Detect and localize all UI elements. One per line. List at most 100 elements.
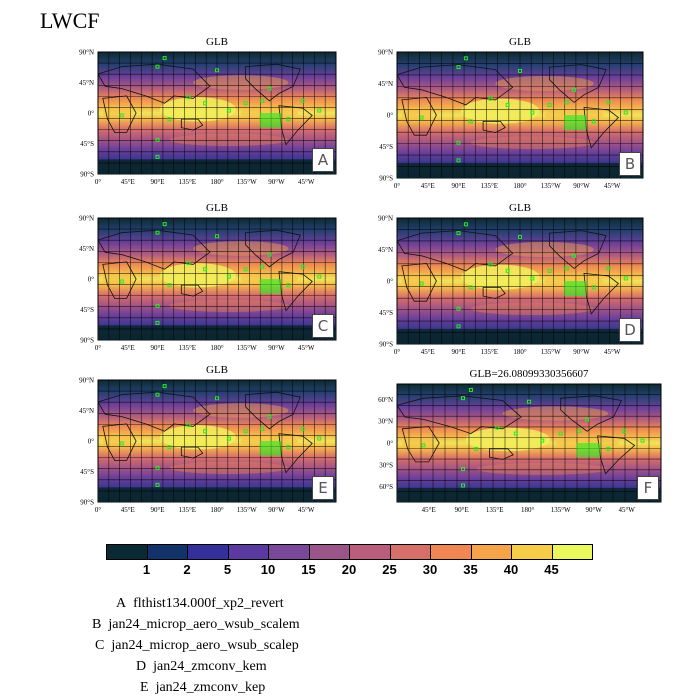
lon-tick-label: 45°E <box>422 506 436 514</box>
lon-tick-label: 90°E <box>455 506 469 514</box>
field-highlight <box>102 271 132 287</box>
lon-tick-label: 45°E <box>121 344 135 352</box>
lon-tick-label: 90°E <box>150 178 164 186</box>
highlight-region <box>564 115 587 131</box>
lon-tick-label: 90°W <box>573 348 590 356</box>
lat-tick-label: 0° <box>387 440 394 448</box>
lon-tick-label: 135°W <box>237 506 257 514</box>
lon-tick-label: 45°W <box>298 344 315 352</box>
legend-item-a: A flthist134.000f_xp2_revert <box>116 596 284 611</box>
colorbar <box>106 544 593 560</box>
colorbar-segment <box>187 544 229 560</box>
lon-tick-label: 45°W <box>604 182 621 190</box>
field-highlight <box>476 463 609 475</box>
panel-letter-badge: F <box>637 476 659 500</box>
panel-title: GLB <box>509 202 531 214</box>
lon-tick-label: 45°W <box>298 506 315 514</box>
map-panel-f: GLB=26.08099330356607 60°N 30°N 0° 30°S 60°S 4… <box>378 368 662 514</box>
lon-tick-label: 90°W <box>268 344 285 352</box>
highlight-region <box>259 279 282 294</box>
colorbar-segment <box>308 544 350 560</box>
field-highlight <box>465 427 551 452</box>
lon-tick-label: 180° <box>210 178 224 186</box>
lon-tick-label: 135°W <box>541 348 561 356</box>
colorbar-label: 2 <box>183 562 191 577</box>
lat-tick-label: 0° <box>387 112 394 120</box>
site-markers <box>119 56 322 159</box>
lat-tick-label: 90°S <box>80 337 94 345</box>
lat-tick-label: 60°N <box>378 396 393 404</box>
lwcf-map: 90°N45°N0°45°S90°S0° 45°E 90°E 135°E 180° 135… <box>79 215 337 352</box>
panel-letter-badge: E <box>312 476 334 500</box>
colorbar-label: 30 <box>422 562 438 577</box>
coastlines <box>97 391 313 474</box>
legend-item-e: E jan24_zmconv_kep <box>140 680 266 695</box>
panel-letter-badge: C <box>312 314 334 338</box>
legend-item-d: D jan24_zmconv_kem <box>136 659 267 674</box>
lat-tick-label: 60°S <box>379 483 393 491</box>
lwcf-map: 90°N45°N0°45°S90°S0° 45°E 90°E 135°E 180° 135… <box>79 49 337 186</box>
lat-tick-label: 90°N <box>79 215 94 223</box>
lon-tick-label: 90°E <box>451 348 465 356</box>
panel-title: GLB <box>206 202 228 214</box>
lon-tick-label: 45°W <box>604 348 621 356</box>
field-highlight <box>169 299 289 312</box>
lon-tick-label: 0° <box>394 348 401 356</box>
colorbar-label: 15 <box>301 562 316 577</box>
lon-tick-label: 90°E <box>451 182 465 190</box>
lat-tick-label: 45°N <box>378 246 393 254</box>
lat-tick-label: 45°N <box>79 79 94 87</box>
colorbar-segment <box>227 544 269 560</box>
colorbar-segment <box>511 544 553 560</box>
lat-tick-label: 45°S <box>80 140 94 148</box>
lon-tick-label: 135°W <box>237 178 257 186</box>
colorbar-label: 40 <box>503 562 519 577</box>
lon-tick-label: 45°W <box>298 178 315 186</box>
lon-tick-label: 90°W <box>268 506 285 514</box>
colorbar-segment <box>106 544 148 560</box>
lat-tick-label: 0° <box>88 276 95 284</box>
lon-tick-label: 180° <box>210 506 224 514</box>
map-panel-c: GLB 90°N 45°N 0° 45°S 90°S 0° 45°E 90°E 135°E 180°… <box>79 202 337 352</box>
map-panel-a: GLB 90°N 45°N 0° 45°S 90°S 0° 45°E 90°E 135°E 180°… <box>79 36 337 186</box>
lat-tick-label: 45°S <box>379 309 393 317</box>
lwcf-map: 90°N45°N0°45°S90°S0° 45°E 90°E 135°E 180° 135… <box>378 49 644 190</box>
lon-tick-label: 135°E <box>480 348 498 356</box>
panel-title: GLB=26.08099330356607 <box>469 368 589 380</box>
lon-tick-label: 45°E <box>121 506 135 514</box>
field-highlight <box>401 107 432 123</box>
colorbar-label: 20 <box>341 562 357 577</box>
legend-item-b: B jan24_microp_aero_wsub_scalem <box>92 617 300 632</box>
coastlines <box>396 230 620 315</box>
lon-tick-label: 0° <box>95 506 102 514</box>
field-highlight <box>102 433 132 449</box>
colorbar-segment <box>349 544 391 560</box>
coastlines <box>396 395 636 475</box>
colorbar-segment <box>470 544 512 560</box>
grid-lines <box>98 52 336 174</box>
lon-tick-label: 135°E <box>486 506 504 514</box>
lwcf-map: 60°N 30°N 0° 30°S 60°S 45°E 90°E 135°E 180° 135°W… <box>378 383 662 514</box>
panel-title: GLB <box>509 36 531 48</box>
lat-tick-label: 45°N <box>79 245 94 253</box>
field-highlight <box>169 133 289 146</box>
lat-tick-label: 90°S <box>80 171 94 179</box>
colorbar-label: 25 <box>382 562 397 577</box>
lat-tick-label: 90°S <box>80 499 94 507</box>
panel-letter-badge: A <box>312 148 334 172</box>
lon-tick-label: 180° <box>521 506 535 514</box>
colorbar-label: 1 <box>142 562 151 577</box>
field-highlight <box>169 461 289 474</box>
lon-tick-label: 135°E <box>480 182 498 190</box>
lon-tick-label: 180° <box>513 348 527 356</box>
lat-tick-label: 45°S <box>379 143 393 151</box>
lon-tick-label: 45°E <box>421 182 435 190</box>
lwcf-map: 90°N45°N0°45°S90°S0° 45°E 90°E 135°E 180° 135… <box>378 215 644 356</box>
lat-tick-label: 90°N <box>378 215 393 223</box>
lon-tick-label: 135°E <box>178 506 196 514</box>
lon-tick-label: 45°E <box>421 348 435 356</box>
colorbar-segment <box>551 544 593 560</box>
lat-tick-label: 0° <box>387 278 394 286</box>
field-highlight <box>102 105 132 121</box>
panel-letter-badge: B <box>619 152 641 176</box>
